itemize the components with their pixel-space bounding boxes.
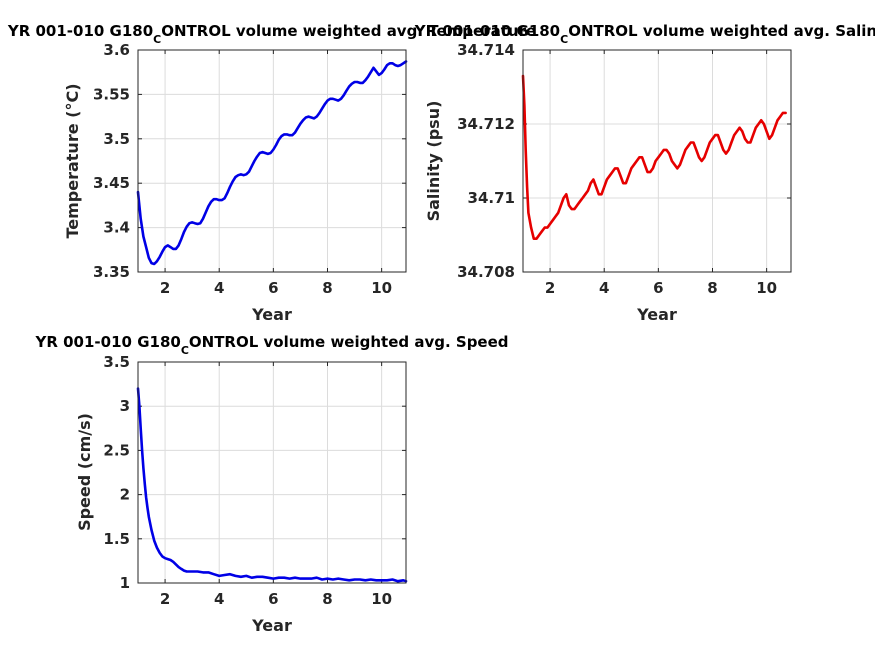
speed-y-tick-label: 1 (120, 574, 130, 592)
speed-panel: YR 001-010 G180CONTROL volume weighted a… (34, 333, 508, 635)
salinity-title: YR 001-010 G180CONTROL volume weighted a… (414, 22, 875, 46)
temperature-y-axis-label: Temperature (°C) (63, 83, 82, 238)
salinity-x-tick-label: 2 (545, 279, 555, 297)
speed-axes-box (137, 361, 407, 584)
speed-y-tick-label: 3 (120, 397, 130, 415)
temperature-x-tick-label: 2 (160, 279, 170, 297)
speed-title: YR 001-010 G180CONTROL volume weighted a… (34, 333, 508, 357)
salinity-panel: YR 001-010 G180CONTROL volume weighted a… (414, 22, 875, 324)
speed-x-tick-label: 8 (322, 590, 332, 608)
temperature-y-tick-label: 3.35 (93, 263, 130, 281)
speed-x-tick-label: 2 (160, 590, 170, 608)
salinity-y-tick-label: 34.712 (457, 115, 515, 133)
speed-x-tick-label: 4 (214, 590, 224, 608)
temperature-x-tick-label: 8 (322, 279, 332, 297)
temperature-title: YR 001-010 G180CONTROL volume weighted a… (7, 22, 536, 46)
temperature-series-line (136, 60, 408, 266)
salinity-x-tick-label: 6 (653, 279, 663, 297)
speed-series-line (136, 387, 408, 583)
temperature-axes-box (137, 49, 407, 273)
salinity-x-tick-label: 4 (599, 279, 609, 297)
salinity-x-tick-label: 10 (756, 279, 777, 297)
salinity-axes-box (522, 49, 792, 273)
speed-y-tick-label: 3.5 (103, 353, 130, 371)
speed-y-tick-label: 1.5 (103, 530, 130, 548)
temperature-y-tick-label: 3.5 (103, 130, 130, 148)
temperature-plot-area (137, 49, 407, 273)
temperature-y-tick-label: 3.45 (93, 174, 130, 192)
temperature-y-tick-label: 3.6 (103, 41, 130, 59)
speed-plot-area (137, 361, 407, 584)
salinity-y-tick-label: 34.714 (457, 41, 515, 59)
speed-x-axis-label: Year (251, 616, 292, 635)
speed-y-axis-label: Speed (cm/s) (75, 413, 94, 531)
salinity-x-tick-label: 8 (707, 279, 717, 297)
speed-x-tick-label: 10 (371, 590, 392, 608)
temperature-x-tick-label: 6 (268, 279, 278, 297)
speed-y-tick-label: 2.5 (103, 441, 130, 459)
temperature-panel: YR 001-010 G180CONTROL volume weighted a… (7, 22, 536, 324)
salinity-y-tick-label: 34.708 (457, 263, 515, 281)
temperature-x-axis-label: Year (251, 305, 292, 324)
temperature-y-tick-label: 3.55 (93, 85, 130, 103)
temperature-x-tick-label: 10 (371, 279, 392, 297)
salinity-x-axis-label: Year (636, 305, 677, 324)
salinity-series-line (521, 74, 787, 240)
temperature-x-tick-label: 4 (214, 279, 224, 297)
speed-y-tick-label: 2 (120, 486, 130, 504)
salinity-y-axis-label: Salinity (psu) (424, 101, 443, 222)
salinity-y-tick-label: 34.71 (468, 189, 515, 207)
temperature-y-tick-label: 3.4 (103, 219, 130, 237)
speed-x-tick-label: 6 (268, 590, 278, 608)
